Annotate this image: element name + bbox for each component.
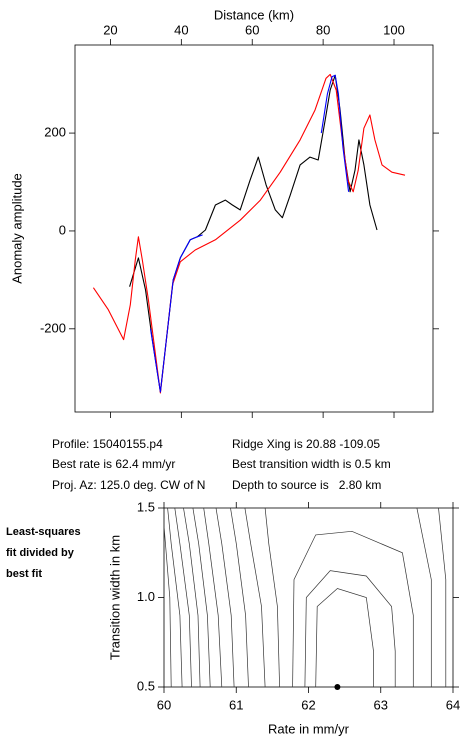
info-text: Ridge Xing is 20.88 -109.05 <box>232 437 380 451</box>
data-line <box>149 74 350 393</box>
x-tick-label: 40 <box>174 22 188 37</box>
info-text: Depth to source is 2.80 km <box>232 478 381 492</box>
y-tick-label: 1.0 <box>137 589 155 604</box>
info-text: Profile: 15040155.p4 <box>52 437 163 451</box>
x-tick-label: 63 <box>374 697 388 712</box>
note-text: fit divided by <box>6 547 75 559</box>
x-tick-label: 61 <box>229 697 243 712</box>
y-tick-label: -200 <box>40 320 66 335</box>
contour-line <box>192 507 211 688</box>
y-axis-label: Transition width in km <box>107 535 122 660</box>
contour-line <box>230 507 249 688</box>
contour-line <box>174 507 192 688</box>
y-axis-label: Anomaly amplitude <box>9 173 24 284</box>
info-text: Best transition width is 0.5 km <box>232 457 391 471</box>
x-axis-label: Rate in mm/yr <box>268 721 350 736</box>
contour-line <box>203 507 223 688</box>
info-text: Proj. Az: 125.0 deg. CW of N <box>52 478 205 492</box>
x-tick-label: 64 <box>446 697 460 712</box>
contour-line <box>215 507 235 688</box>
note-text: Least-squares <box>6 526 81 538</box>
x-axis-label: Distance (km) <box>214 7 294 22</box>
y-tick-label: 0.5 <box>137 678 155 693</box>
x-tick-label: 60 <box>157 697 171 712</box>
y-tick-label: 200 <box>44 125 66 140</box>
x-tick-label: 60 <box>245 22 259 37</box>
contour-line <box>416 507 432 687</box>
contour-line <box>264 507 280 688</box>
contour-line <box>438 507 447 687</box>
data-line <box>92 73 406 394</box>
contour-line <box>163 525 172 688</box>
contour-line <box>183 507 201 688</box>
contour-line <box>315 588 374 688</box>
y-tick-label: 0 <box>59 222 66 237</box>
x-tick-label: 80 <box>316 22 330 37</box>
info-text: Best rate is 62.4 mm/yr <box>52 457 175 471</box>
contour-line <box>167 507 183 688</box>
plot-frame <box>74 44 434 413</box>
contour-line <box>304 570 396 688</box>
contour-line <box>244 507 266 688</box>
contour-line <box>292 530 414 688</box>
x-tick-label: 62 <box>301 697 315 712</box>
best-fit-point <box>334 684 341 690</box>
x-tick-label: 100 <box>383 22 405 37</box>
y-tick-label: 1.5 <box>137 499 155 514</box>
note-text: best fit <box>6 568 42 580</box>
x-tick-label: 20 <box>103 22 117 37</box>
